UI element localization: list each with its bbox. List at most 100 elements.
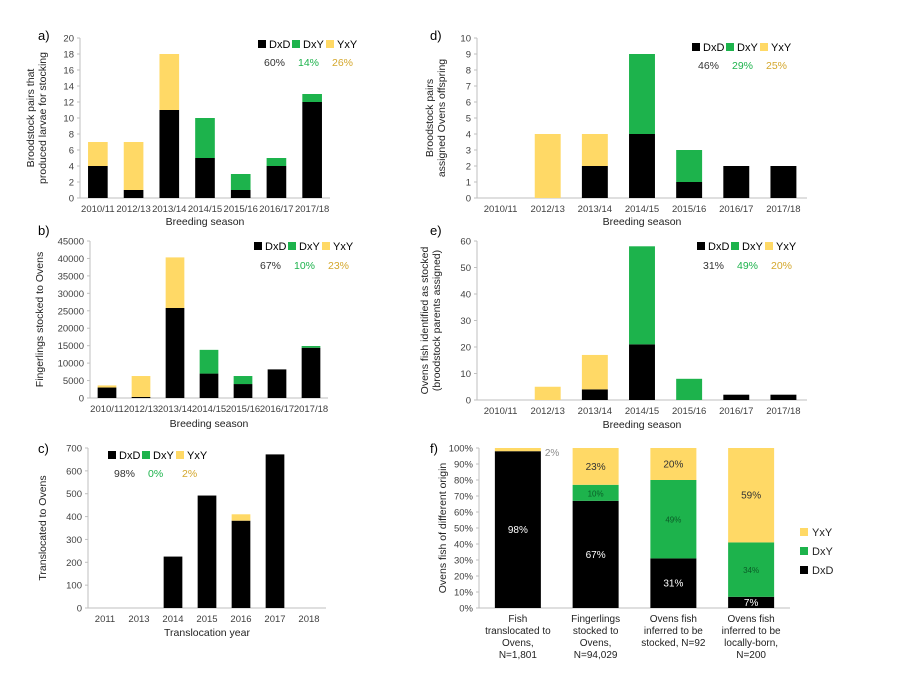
y-tick-label-a: 16 — [63, 66, 74, 77]
legend-swatch-yxy — [326, 40, 334, 48]
x-tick-label-f: N=1,801 — [499, 650, 538, 661]
chart-panel-c: c) 0 100 200 300 400 500 600 700 Translocated to … — [37, 441, 326, 639]
x-tick-label-e: 2013/14 — [578, 406, 612, 417]
x-tick-label-b: 2010/11 — [90, 404, 124, 415]
x-tick-label-d: 2017/18 — [766, 204, 800, 215]
legend-label-dxd: DxD — [708, 241, 729, 253]
data-label-f-dxd-3: 7% — [744, 598, 759, 609]
legend-label-dxy: DxY — [299, 241, 320, 253]
legend-swatch-dxy — [731, 242, 739, 250]
x-tick-label-e: 2012/13 — [531, 406, 565, 417]
legend-f: YxY DxY DxD — [800, 527, 833, 577]
panel-label-b: b) — [38, 223, 50, 238]
y-tick-label-f: 70% — [454, 492, 474, 503]
y-tick-label-b: 40000 — [58, 254, 84, 265]
chart-panel-a: a) 0 2 4 6 8 10 12 14 16 18 20 Broodstock pairs that… — [25, 28, 358, 228]
legend-label-dxd: DxD — [703, 42, 724, 54]
y-tick-label-b: 5000 — [63, 376, 84, 387]
bar-a-yxy-2 — [159, 54, 180, 110]
legend-label-dxd: DxD — [265, 241, 286, 253]
y-tick-label-d: 5 — [466, 114, 471, 125]
bar-f-dxd-2 — [650, 558, 697, 608]
x-tick-label-e: 2016/17 — [719, 406, 753, 417]
y-axis-label-a: produced larvae for stocking — [37, 52, 49, 184]
legend-label-yxy: YxY — [337, 39, 358, 51]
legend-percent-yxy: 26% — [332, 57, 353, 69]
legend-percent-dxy: 49% — [737, 260, 758, 272]
x-tick-label-b: 2013/14 — [158, 404, 192, 415]
bar-a-dxy-3 — [195, 118, 215, 158]
y-tick-label-c: 600 — [66, 466, 82, 477]
y-tick-label-a: 0 — [69, 194, 74, 205]
legend-percent-yxy: 23% — [328, 260, 349, 272]
bar-a-dxy-4 — [230, 174, 251, 190]
bar-e-dxd-6 — [770, 394, 797, 400]
bar-d-dxd-2 — [581, 166, 608, 198]
legend-swatch-dxd — [254, 242, 262, 250]
bar-f-yxy-0 — [494, 448, 541, 452]
bar-a-dxd-6 — [302, 102, 322, 198]
legend-swatch-dxd — [692, 43, 700, 51]
data-label-f-dxy-3: 34% — [743, 566, 759, 575]
y-tick-label-d: 0 — [466, 194, 471, 205]
legend-b: DxD 67% DxY 10% YxY 23% — [254, 241, 354, 272]
legend-swatch-yxy — [176, 451, 184, 459]
x-tick-label-b: 2017/18 — [294, 404, 328, 415]
y-tick-label-c: 700 — [66, 444, 82, 455]
chart-panel-f: f)0%10%20%30%40%50%60%70%80%90%100%Ovens… — [430, 441, 833, 661]
bar-b-dxd-0 — [97, 387, 117, 398]
y-tick-label-d: 2 — [466, 162, 471, 173]
bar-c-dxd-2 — [163, 556, 183, 608]
bar-b-dxd-6 — [301, 347, 321, 398]
y-tick-label-b: 45000 — [58, 237, 84, 248]
y-tick-label-c: 500 — [66, 489, 82, 500]
legend-label-dxy: DxY — [742, 241, 763, 253]
legend-percent-dxy: 14% — [298, 57, 319, 69]
x-tick-label-a: 2012/13 — [116, 204, 150, 215]
bar-c-dxd-3 — [197, 495, 217, 608]
x-tick-label-f: stocked, N=92 — [641, 638, 706, 649]
x-tick-label-f: N=200 — [736, 650, 766, 661]
y-tick-label-f: 50% — [454, 524, 474, 535]
bar-a-dxd-5 — [266, 166, 287, 198]
legend-percent-dxd: 31% — [703, 260, 724, 272]
x-tick-label-c: 2016 — [230, 614, 251, 625]
x-axis-label-d: Breeding season — [603, 216, 682, 228]
panel-label-f: f) — [430, 441, 438, 456]
x-axis-label-c: Translocation year — [164, 627, 250, 639]
bar-a-dxy-6 — [302, 94, 322, 102]
y-tick-label-b: 10000 — [58, 359, 84, 370]
y-tick-label-f: 30% — [454, 556, 474, 567]
legend-swatch-dxd — [697, 242, 705, 250]
x-tick-label-c: 2017 — [264, 614, 285, 625]
y-tick-label-e: 60 — [460, 237, 471, 248]
x-tick-label-a: 2010/11 — [81, 204, 115, 215]
legend-e: DxD 31% DxY 49% YxY 20% — [697, 241, 797, 272]
bar-d-yxy-2 — [581, 134, 608, 166]
legend-swatch-dxy — [142, 451, 150, 459]
bar-e-dxy-3 — [629, 246, 655, 345]
bar-a-yxy-0 — [88, 142, 108, 166]
bar-e-dxd-2 — [581, 389, 608, 400]
y-tick-label-d: 1 — [466, 178, 471, 189]
legend-percent-dxd: 67% — [260, 260, 281, 272]
legend-label-yxy: YxY — [776, 241, 797, 253]
y-tick-label-d: 4 — [466, 130, 471, 141]
panel-label-a: a) — [38, 28, 50, 43]
legend-percent-yxy: 20% — [771, 260, 792, 272]
x-tick-label-b: 2015/16 — [226, 404, 260, 415]
y-tick-label-b: 35000 — [58, 271, 84, 282]
bar-a-dxy-5 — [266, 158, 287, 166]
x-tick-label-e: 2015/16 — [672, 406, 706, 417]
x-tick-label-a: 2014/15 — [188, 204, 222, 215]
bar-f-dxd-3 — [728, 596, 775, 608]
legend-label-dxy: DxY — [812, 546, 833, 558]
x-tick-label-a: 2015/16 — [224, 204, 258, 215]
y-tick-label-b: 25000 — [58, 306, 84, 317]
bar-b-dxd-3 — [199, 373, 219, 398]
bar-b-dxd-2 — [165, 307, 185, 398]
x-tick-label-b: 2016/17 — [260, 404, 294, 415]
bar-a-dxd-3 — [195, 158, 215, 198]
data-label-f-dxd-1: 67% — [586, 550, 606, 561]
x-tick-label-f: inferred to be — [644, 626, 703, 637]
